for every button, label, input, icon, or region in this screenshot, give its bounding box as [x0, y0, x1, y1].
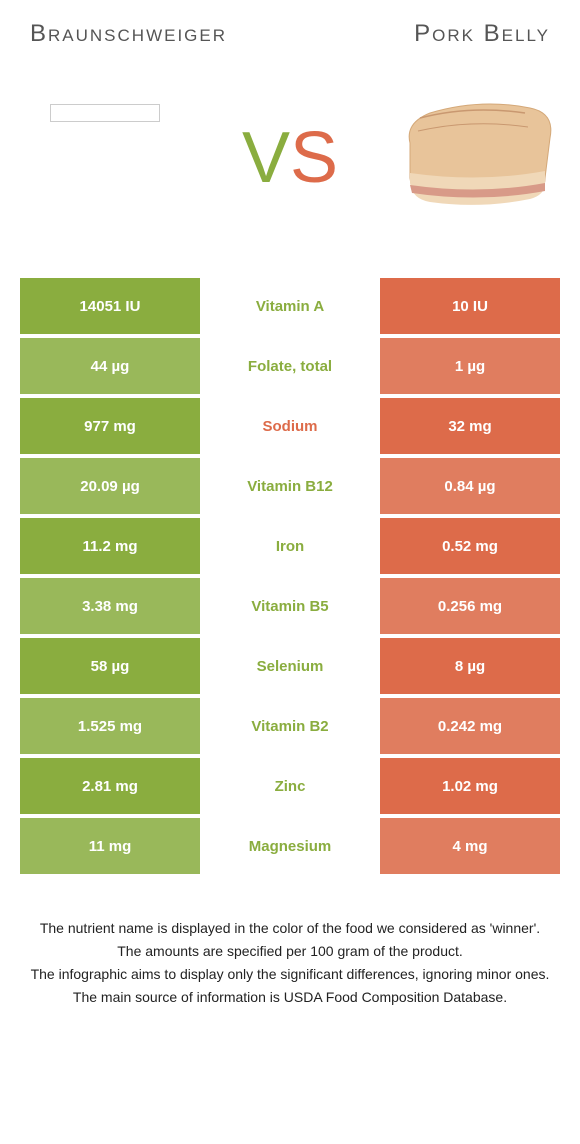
right-value: 0.242 mg [380, 698, 560, 754]
left-value: 11 mg [20, 818, 200, 874]
right-food-title: Pork belly [414, 20, 550, 48]
note-line: The nutrient name is displayed in the co… [30, 918, 550, 939]
right-value: 0.256 mg [380, 578, 560, 634]
right-value: 0.52 mg [380, 518, 560, 574]
left-value: 20.09 µg [20, 458, 200, 514]
right-food-image [390, 78, 560, 238]
note-line: The infographic aims to display only the… [30, 964, 550, 985]
right-value: 8 µg [380, 638, 560, 694]
nutrient-label: Folate, total [200, 338, 380, 394]
image-placeholder-box [50, 104, 160, 122]
right-value: 0.84 µg [380, 458, 560, 514]
table-row: 11.2 mgIron0.52 mg [20, 518, 560, 574]
vs-v: V [242, 122, 290, 194]
right-value: 32 mg [380, 398, 560, 454]
left-value: 1.525 mg [20, 698, 200, 754]
pork-belly-icon [390, 83, 560, 233]
images-row: VS [0, 58, 580, 278]
nutrient-label: Magnesium [200, 818, 380, 874]
nutrient-label: Sodium [200, 398, 380, 454]
left-value: 2.81 mg [20, 758, 200, 814]
nutrient-label: Vitamin B5 [200, 578, 380, 634]
table-row: 1.525 mgVitamin B20.242 mg [20, 698, 560, 754]
left-value: 58 µg [20, 638, 200, 694]
left-value: 11.2 mg [20, 518, 200, 574]
vs-s: S [290, 122, 338, 194]
right-value: 1 µg [380, 338, 560, 394]
nutrient-label: Zinc [200, 758, 380, 814]
note-line: The main source of information is USDA F… [30, 987, 550, 1008]
left-food-title: Braunschweiger [30, 20, 227, 48]
left-value: 3.38 mg [20, 578, 200, 634]
left-food-image [20, 78, 190, 238]
left-value: 44 µg [20, 338, 200, 394]
note-line: The amounts are specified per 100 gram o… [30, 941, 550, 962]
table-row: 2.81 mgZinc1.02 mg [20, 758, 560, 814]
right-value: 10 IU [380, 278, 560, 334]
nutrient-label: Iron [200, 518, 380, 574]
nutrient-label: Vitamin A [200, 278, 380, 334]
vs-label: VS [242, 122, 338, 194]
table-row: 3.38 mgVitamin B50.256 mg [20, 578, 560, 634]
table-row: 11 mgMagnesium4 mg [20, 818, 560, 874]
table-row: 14051 IUVitamin A10 IU [20, 278, 560, 334]
header: Braunschweiger Pork belly [0, 0, 580, 58]
nutrient-label: Vitamin B12 [200, 458, 380, 514]
right-value: 4 mg [380, 818, 560, 874]
left-value: 977 mg [20, 398, 200, 454]
table-row: 977 mgSodium32 mg [20, 398, 560, 454]
table-row: 20.09 µgVitamin B120.84 µg [20, 458, 560, 514]
notes-block: The nutrient name is displayed in the co… [0, 878, 580, 1008]
nutrient-table: 14051 IUVitamin A10 IU44 µgFolate, total… [0, 278, 580, 874]
right-value: 1.02 mg [380, 758, 560, 814]
table-row: 44 µgFolate, total1 µg [20, 338, 560, 394]
left-value: 14051 IU [20, 278, 200, 334]
nutrient-label: Selenium [200, 638, 380, 694]
nutrient-label: Vitamin B2 [200, 698, 380, 754]
table-row: 58 µgSelenium8 µg [20, 638, 560, 694]
